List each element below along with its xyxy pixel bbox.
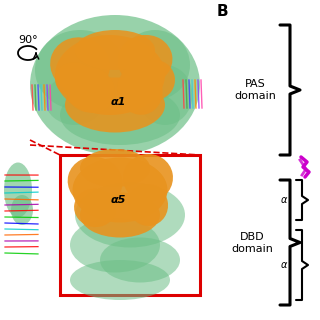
Ellipse shape [68, 157, 122, 207]
Ellipse shape [117, 35, 172, 85]
Text: α: α [281, 260, 287, 270]
Text: α5: α5 [110, 195, 126, 205]
Ellipse shape [80, 193, 160, 237]
Ellipse shape [4, 163, 32, 218]
Text: DBD
domain: DBD domain [231, 232, 273, 254]
Ellipse shape [123, 154, 173, 202]
Text: 90°: 90° [18, 35, 38, 45]
Ellipse shape [75, 30, 155, 70]
Ellipse shape [70, 218, 160, 273]
Ellipse shape [70, 260, 170, 300]
Ellipse shape [128, 184, 168, 226]
Ellipse shape [55, 62, 95, 98]
Ellipse shape [50, 37, 110, 93]
Ellipse shape [45, 75, 105, 125]
Text: α: α [281, 195, 287, 205]
Ellipse shape [117, 65, 163, 115]
Ellipse shape [30, 15, 200, 155]
Ellipse shape [80, 149, 150, 187]
Ellipse shape [73, 157, 167, 222]
Text: B: B [216, 4, 228, 20]
Ellipse shape [35, 30, 125, 110]
Ellipse shape [74, 189, 116, 227]
Ellipse shape [120, 30, 190, 100]
Ellipse shape [11, 195, 33, 225]
Ellipse shape [55, 35, 165, 115]
Ellipse shape [100, 237, 180, 283]
Ellipse shape [138, 65, 193, 125]
Ellipse shape [65, 67, 115, 113]
Bar [60, 155, 200, 295]
Ellipse shape [60, 85, 180, 145]
Text: α1: α1 [110, 97, 126, 107]
Ellipse shape [65, 77, 165, 132]
Text: PAS
domain: PAS domain [234, 79, 276, 101]
Ellipse shape [75, 182, 185, 247]
Ellipse shape [135, 60, 175, 100]
